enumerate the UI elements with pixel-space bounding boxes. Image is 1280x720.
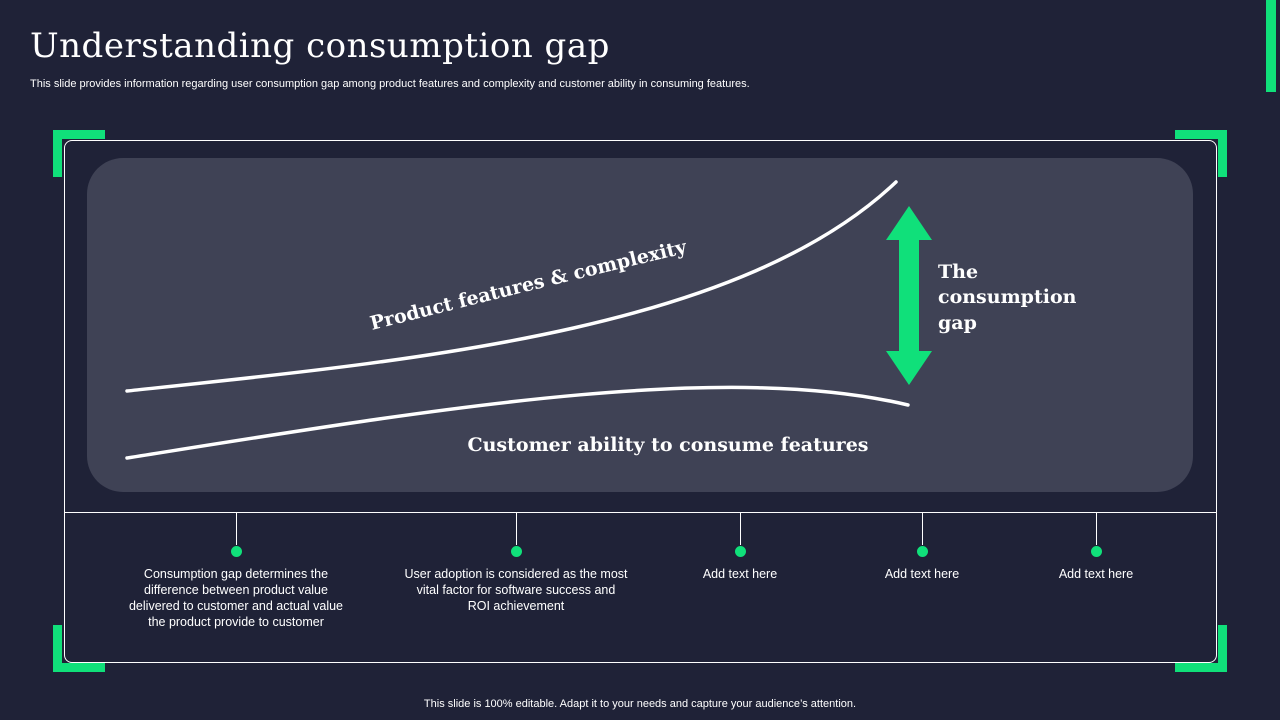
upper-curve-label: Product features & complexity [368,236,690,335]
point-dot-icon [733,545,747,558]
gap-label: The consumption gap [938,261,1083,334]
timeline-divider [65,512,1216,513]
point-dot-icon [509,545,523,558]
point-stem [515,513,517,545]
lower-curve-label: Customer ability to consume features [468,434,869,456]
gap-label-line-1: The [938,261,978,283]
point-stem [235,513,237,545]
point-item-1: Consumption gap determines the differenc… [116,513,356,630]
slide-title: Understanding consumption gap [30,26,610,66]
double-arrow-icon [886,206,932,385]
point-text: User adoption is considered as the most … [404,567,628,613]
slide-footer: This slide is 100% editable. Adapt it to… [423,698,857,710]
customer-ability-curve [125,385,910,460]
point-dot-icon [229,545,243,558]
point-stem [921,513,923,545]
point-stem [739,513,741,545]
point-text: Add text here [1058,567,1134,581]
point-stem [1095,513,1097,545]
corner-bracket-top-right [1175,130,1227,177]
point-text: Add text here [884,567,960,581]
point-text: Consumption gap determines the differenc… [128,567,343,629]
corner-bracket-top-left [53,130,105,177]
gap-label-line-3: gap [938,312,977,334]
point-dot-icon [1089,545,1103,558]
point-text: Add text here [702,567,778,581]
point-item-2: User adoption is considered as the most … [396,513,636,614]
gap-label-line-2: consumption [938,286,1077,308]
point-item-3: Add text here [620,513,860,582]
corner-bracket-bottom-left [53,625,105,672]
product-features-curve [125,180,898,393]
slide-subtitle: This slide provides information regardin… [30,78,750,90]
point-item-5: Add text here [976,513,1216,582]
corner-bracket-bottom-right [1175,625,1227,672]
upper-curve-label-text: Product features & complexity [368,236,690,335]
accent-bar [1266,0,1276,92]
point-dot-icon [915,545,929,558]
point-item-4: Add text here [802,513,1042,582]
